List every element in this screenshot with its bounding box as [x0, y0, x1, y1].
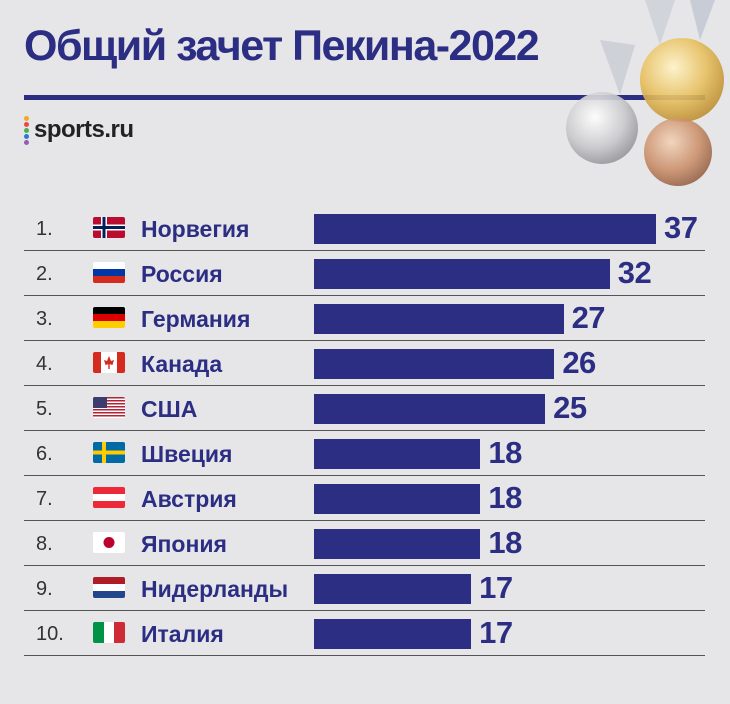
table-row: 7. Австрия 18 [24, 476, 705, 521]
value-label: 37 [664, 210, 698, 245]
value-label: 25 [553, 390, 587, 425]
table-row: 1. Норвегия 37 [24, 206, 705, 251]
value-label: 18 [488, 435, 522, 470]
value-label: 17 [479, 570, 513, 605]
value-bar [314, 574, 472, 604]
canada-flag-icon [93, 352, 125, 373]
country-label: Канада [141, 351, 223, 377]
table-row: 3. Германия 27 [24, 296, 705, 341]
value-label: 32 [617, 255, 652, 290]
country-label: Япония [141, 531, 227, 557]
country-label: Россия [141, 261, 223, 287]
value-bar [314, 259, 610, 289]
norway-flag-icon [93, 217, 125, 238]
rank-label: 10. [36, 623, 64, 645]
country-label: Италия [141, 621, 224, 647]
table-row: 5. США 25 [24, 386, 705, 431]
russia-flag-icon [93, 262, 125, 283]
japan-flag-icon [93, 532, 125, 553]
value-bar [314, 304, 564, 334]
rank-label: 4. [36, 353, 53, 375]
value-bar [314, 349, 555, 379]
value-bar [314, 214, 656, 244]
usa-flag-icon [93, 397, 125, 418]
netherlands-flag-icon [93, 577, 125, 598]
country-label: Германия [141, 306, 251, 332]
country-label: Австрия [141, 486, 237, 512]
page-title: Общий зачет Пекина-2022 [24, 22, 540, 70]
table-row: 8. Япония 18 [24, 521, 705, 566]
table-row: 9. Нидерланды 17 [24, 566, 705, 611]
table-row: 4. Канада 26 [24, 341, 705, 386]
rank-label: 5. [36, 398, 53, 420]
logo-text: sports.ru [34, 116, 134, 143]
value-bar [314, 394, 546, 424]
germany-flag-icon [93, 307, 125, 328]
title-divider [24, 95, 705, 100]
logo-dots-icon [24, 116, 30, 146]
value-bar [314, 529, 481, 559]
value-label: 18 [488, 525, 522, 560]
value-bar [314, 439, 481, 469]
rank-label: 9. [36, 578, 53, 600]
italy-flag-icon [93, 622, 125, 643]
country-label: Швеция [141, 441, 233, 467]
rank-label: 1. [36, 218, 53, 240]
table-row: 6. Швеция 18 [24, 431, 705, 476]
country-label: Норвегия [141, 216, 250, 242]
value-bar [314, 619, 472, 649]
value-bar [314, 484, 481, 514]
value-label: 17 [479, 615, 513, 650]
value-label: 18 [488, 480, 522, 515]
table-row: 10. Италия 17 [24, 611, 705, 656]
rank-label: 8. [36, 533, 53, 555]
medals-decoration-icon [566, 0, 724, 186]
table-row: 2. Россия 32 [24, 251, 705, 296]
value-label: 27 [571, 300, 606, 335]
rank-label: 6. [36, 443, 53, 465]
austria-flag-icon [93, 487, 125, 508]
country-label: США [141, 396, 198, 422]
country-label: Нидерланды [141, 576, 289, 602]
sweden-flag-icon [93, 442, 125, 463]
value-label: 26 [562, 345, 596, 380]
rank-label: 7. [36, 488, 53, 510]
rank-label: 3. [36, 308, 53, 330]
rank-label: 2. [36, 263, 53, 285]
